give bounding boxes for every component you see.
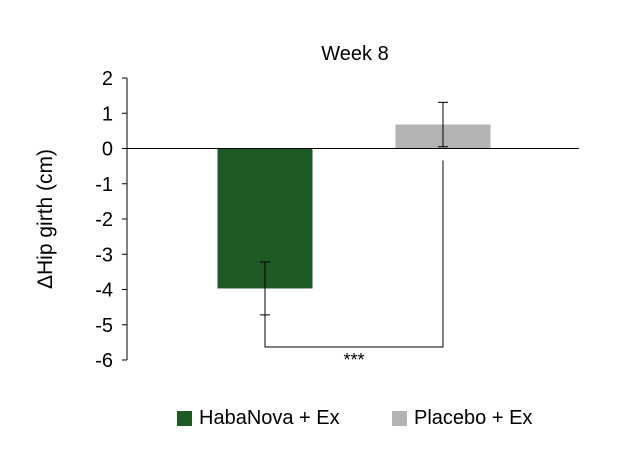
legend-item-habanova: HabaNova + Ex: [177, 407, 340, 430]
legend-swatch-habanova: [177, 411, 192, 426]
y-tick-label: -4: [95, 280, 113, 302]
legend-label-placebo: Placebo + Ex: [414, 407, 533, 429]
legend-item-placebo: Placebo + Ex: [392, 407, 532, 430]
y-axis: 2 1 0 -1 -2 -3 -4 -5 -6: [95, 68, 128, 372]
y-tick-label: -2: [95, 209, 113, 231]
significance-bracket: ***: [264, 160, 444, 370]
y-tick-label: -3: [95, 244, 113, 266]
y-tick-label: -1: [95, 174, 113, 196]
legend-swatch-placebo: [392, 411, 407, 426]
significance-label: ***: [343, 350, 364, 370]
y-axis-label: ΔHip girth (cm): [34, 149, 57, 289]
y-tick-label: -5: [95, 315, 113, 337]
significance-line: [264, 160, 444, 348]
chart-title: Week 8: [321, 43, 388, 65]
y-tick-label: 2: [102, 68, 113, 90]
y-tick-label: 0: [102, 139, 113, 161]
bars: [127, 124, 579, 289]
legend-label-habanova: HabaNova + Ex: [199, 407, 340, 429]
y-tick-label: 1: [102, 103, 113, 125]
y-tick-label: -6: [95, 350, 113, 372]
legend: HabaNova + Ex Placebo + Ex: [0, 407, 629, 437]
